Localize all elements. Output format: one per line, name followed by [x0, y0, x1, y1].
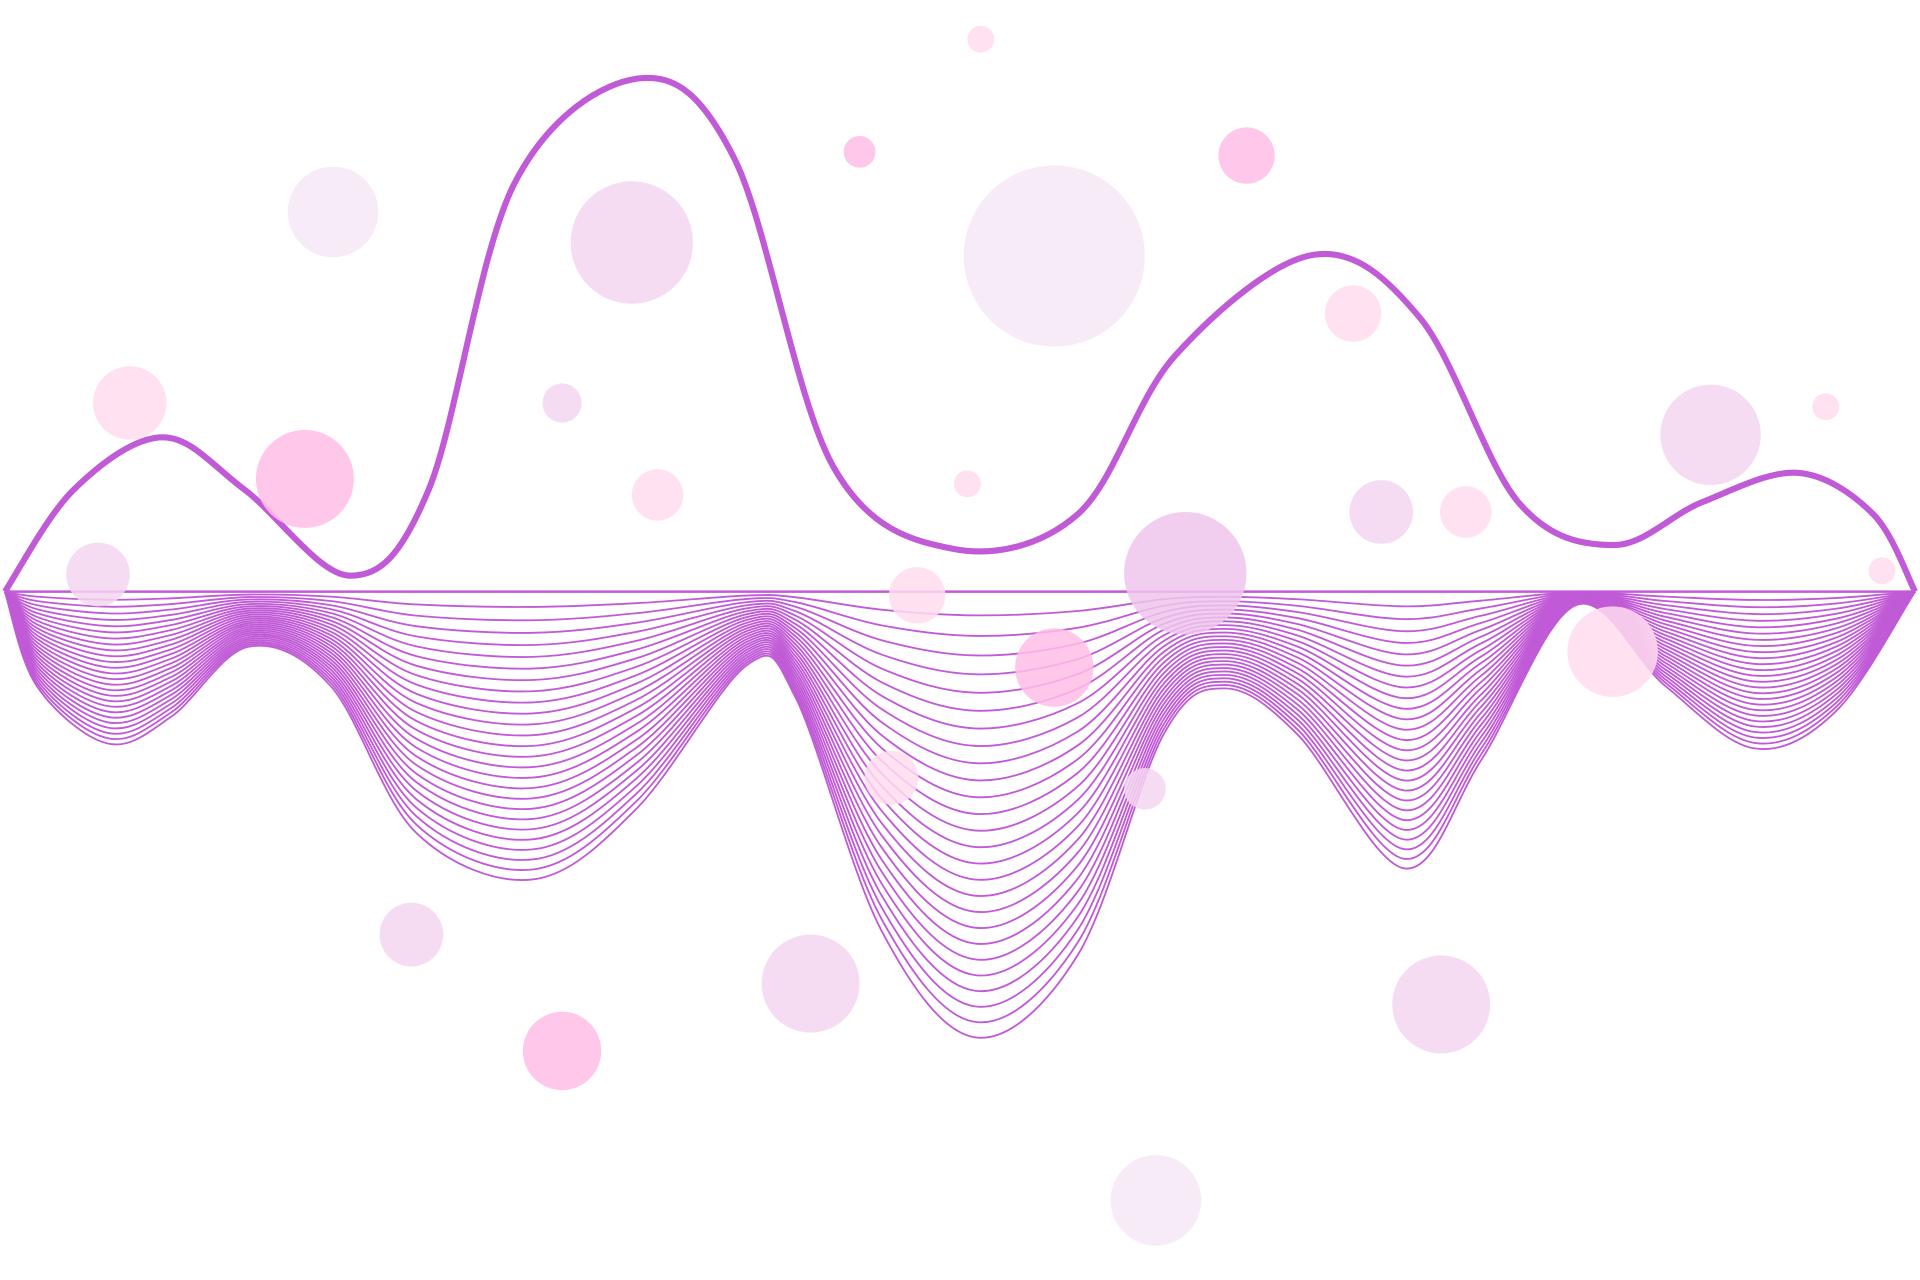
bubble: [864, 750, 919, 805]
bubble: [1567, 606, 1658, 697]
bubble: [1440, 486, 1492, 538]
bubble: [761, 934, 860, 1033]
bubble: [522, 1011, 602, 1091]
bubble: [1110, 1155, 1202, 1246]
bubble: [1324, 285, 1382, 342]
bubble: [843, 135, 876, 168]
wave-lines: [2, 74, 1918, 1039]
bubble: [542, 383, 582, 423]
bubble: [1349, 480, 1414, 544]
bubble: [287, 166, 379, 258]
bubble: [631, 469, 684, 521]
bubble: [963, 165, 1145, 347]
bubble: [570, 181, 694, 304]
bubble: [1015, 628, 1094, 707]
bubble: [379, 902, 444, 967]
bubble: [1124, 768, 1166, 810]
bubble: [1218, 127, 1275, 184]
bubble: [93, 366, 167, 440]
bubble: [953, 470, 981, 498]
bubble: [888, 567, 946, 624]
bubble: [255, 429, 354, 528]
bubble: [1660, 384, 1761, 486]
bubble: [66, 542, 130, 607]
bubble: [1868, 557, 1896, 585]
bubble: [1812, 393, 1840, 421]
bubbles: [66, 25, 1896, 1246]
wave-line-upper: [2, 74, 1918, 594]
bubble: [1124, 512, 1247, 635]
bubble: [967, 25, 995, 53]
wave-line-lower: [4, 591, 1916, 1039]
bubble: [1392, 955, 1491, 1054]
